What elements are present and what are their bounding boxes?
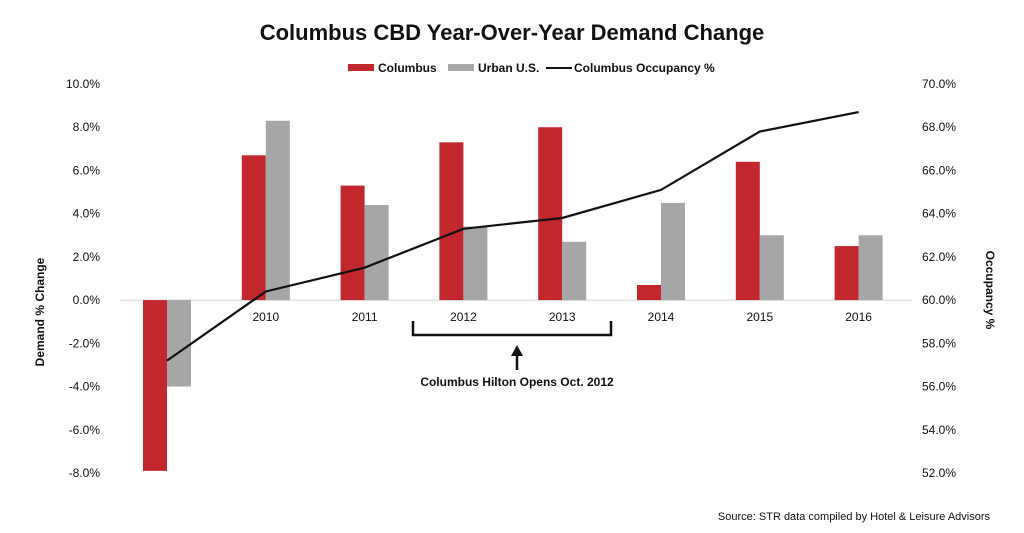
annotation-bracket: [411, 321, 613, 337]
bar-urban-2011: [364, 205, 389, 301]
y-tick-label: -4.0%: [69, 380, 101, 394]
bar-columbus-2011: [340, 185, 365, 301]
bar-urban-2014: [661, 202, 685, 301]
x-tick-label: 2015: [746, 310, 773, 324]
source-note: Source: STR data compiled by Hotel & Lei…: [718, 511, 991, 523]
x-tick-label: 2016: [845, 310, 872, 324]
y-tick-label: -6.0%: [69, 423, 101, 437]
y-tick-label: -2.0%: [69, 336, 101, 350]
y2-tick-label: 60.0%: [922, 293, 956, 307]
bar-columbus-2012: [439, 142, 464, 301]
bar-columbus-2016: [834, 246, 859, 301]
x-tick-label: 2014: [648, 310, 675, 324]
y2-axis-label: Occupancy %: [983, 251, 997, 330]
legend-label-occupancy: Columbus Occupancy %: [574, 61, 715, 75]
x-tick-label: 2013: [549, 310, 576, 324]
y2-tick-label: 52.0%: [922, 466, 956, 480]
bar-urban-2009: [167, 300, 191, 387]
y-tick-label: 8.0%: [73, 120, 101, 134]
bar-columbus-2013: [538, 127, 563, 301]
legend: Columbus Urban U.S. Columbus Occupancy %: [348, 61, 715, 75]
x-tick-label: 2010: [252, 310, 279, 324]
bar-urban-2015: [759, 235, 784, 301]
y-axis-label: Demand % Change: [33, 257, 47, 366]
y2-tick-label: 58.0%: [922, 336, 956, 350]
y-tick-label: 2.0%: [73, 250, 101, 264]
y2-tick-label: 56.0%: [922, 380, 956, 394]
bar-columbus-2010: [241, 155, 266, 301]
bar-urban-2012: [463, 226, 488, 301]
annotation: Columbus Hilton Opens Oct. 2012: [411, 321, 614, 389]
legend-label-urban: Urban U.S.: [478, 61, 539, 75]
y-tick-label: -8.0%: [69, 466, 101, 480]
bar-columbus-2014: [637, 284, 661, 301]
bar-urban-2010: [265, 120, 290, 301]
y-tick-label: 6.0%: [73, 163, 101, 177]
y-tick-label: 0.0%: [73, 293, 101, 307]
y-tick-label: 4.0%: [73, 207, 101, 221]
annotation-text: Columbus Hilton Opens Oct. 2012: [420, 375, 614, 389]
bar-columbus-2009: [143, 300, 167, 471]
y2-tick-label: 62.0%: [922, 250, 956, 264]
legend-swatch-urban: [448, 64, 474, 71]
x-tick-label: 2012: [450, 310, 477, 324]
y2-tick-label: 68.0%: [922, 120, 956, 134]
x-tick-label: 2011: [352, 310, 378, 324]
occupancy-line: [166, 111, 859, 362]
bar-urban-2013: [562, 241, 587, 301]
bar-columbus-2015: [735, 161, 760, 301]
y2-tick-label: 64.0%: [922, 207, 956, 221]
annotation-arrow-icon: [511, 345, 523, 356]
y2-tick-label: 54.0%: [922, 423, 956, 437]
y2-tick-label: 70.0%: [922, 77, 956, 91]
legend-label-columbus: Columbus: [378, 61, 437, 75]
chart-title: Columbus CBD Year-Over-Year Demand Chang…: [260, 20, 765, 45]
y-tick-label: 10.0%: [66, 77, 100, 91]
legend-swatch-columbus: [348, 64, 374, 71]
y2-tick-label: 66.0%: [922, 163, 956, 177]
bar-urban-2016: [858, 235, 883, 301]
